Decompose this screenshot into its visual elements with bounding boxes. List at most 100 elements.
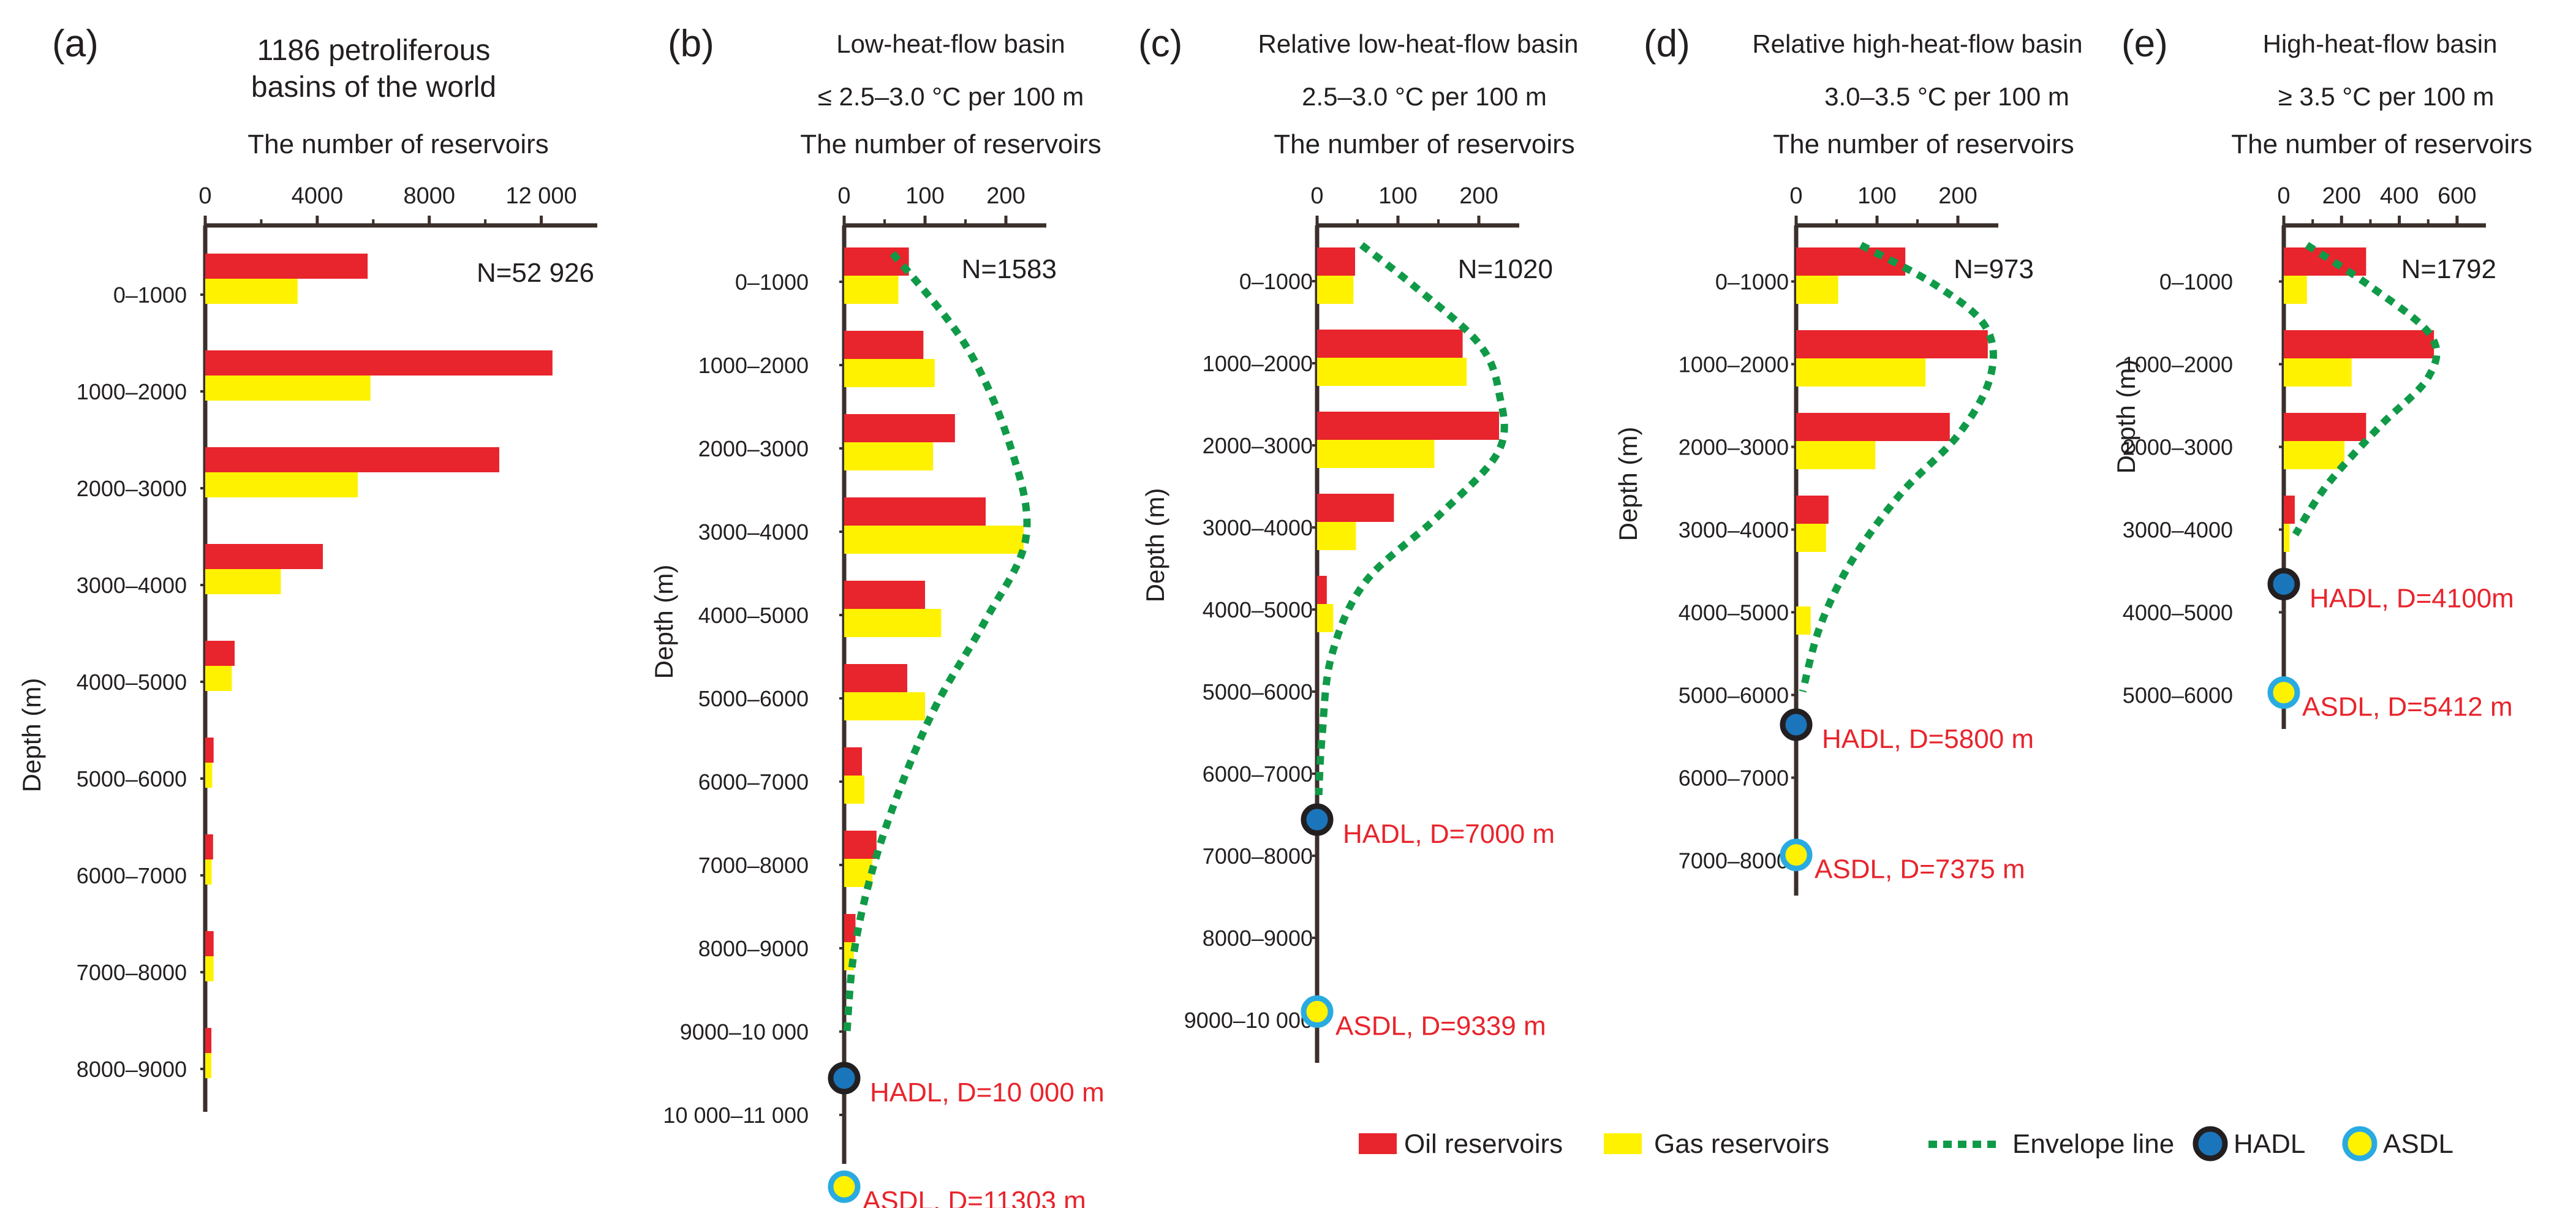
y-tick-label: 6000–7000 [77,863,187,888]
y-tick-label: 1000–2000 [2123,352,2233,377]
asdl-label: ASDL, D=5412 m [2302,692,2513,722]
x-tick-label: 100 [1378,183,1417,209]
oil-bar [844,664,907,692]
y-tick-label: 3000–4000 [698,519,809,545]
x-tick-label: 100 [905,183,944,209]
y-tick-label: 1000–2000 [77,379,187,404]
y-tick-label: 2000–3000 [698,436,809,461]
asdl-label: ASDL, D=7375 m [1815,855,2025,885]
y-tick-label: 7000–8000 [1203,844,1313,869]
gas-bar [205,472,358,497]
panel-letter: (d) [1644,23,1690,65]
gas-bar [844,776,864,804]
y-tick-label: 1000–2000 [1679,352,1789,377]
x-axis-label: The number of reservoirs [2231,129,2533,159]
oil-bar [1317,247,1356,276]
gas-bar [1317,358,1467,386]
oil-bar [205,447,499,472]
gas-bar [2284,358,2352,387]
legend-hadl-label: HADL [2234,1129,2305,1159]
x-tick-label: 12 000 [505,183,576,209]
panel-letter: (b) [668,23,714,65]
y-tick-label: 0–1000 [735,270,809,295]
gas-bar [1317,276,1354,304]
y-tick-label: 2000–3000 [1203,433,1313,458]
y-tick-label: 7000–8000 [698,853,809,878]
y-tick-label: 6000–7000 [1203,761,1313,787]
envelope-line [1799,241,1997,693]
x-tick-label: 0 [1310,183,1323,209]
gas-bar [205,956,214,981]
y-axis-label: Depth (m) [1141,488,1169,603]
y-tick-label: 0–1000 [1239,269,1313,294]
gas-bar [844,609,942,637]
y-tick-label: 0–1000 [1715,270,1789,295]
gas-bar [1796,441,1876,469]
y-tick-label: 7000–8000 [77,960,187,985]
y-tick-label: 1000–2000 [1203,351,1313,376]
oil-bar [205,931,214,956]
hadl-marker [1301,803,1334,836]
x-tick-label: 0 [198,183,211,209]
y-tick-label: 5000–6000 [77,766,187,791]
y-tick-label: 4000–5000 [698,603,809,628]
gas-bar [205,279,298,304]
envelope-line [2292,241,2441,537]
gas-bar [1317,440,1435,468]
hadl-marker [2267,568,2300,600]
oil-bar [1317,576,1327,604]
gas-bar [205,569,281,594]
oil-bar [844,247,909,276]
y-tick-label: 9000–10 000 [1184,1008,1313,1033]
oil-bar [844,581,925,609]
envelope-line [1315,242,1508,796]
oil-bar [1317,412,1499,440]
gas-bar [2284,441,2344,469]
y-tick-label: 8000–9000 [77,1057,187,1082]
n-label: N=52 926 [477,258,594,288]
gas-bar [1796,606,1811,635]
oil-bar [844,914,856,942]
x-tick-label: 0 [837,183,850,209]
gas-bar [844,442,934,470]
gas-bar [1796,276,1838,304]
oil-bar [844,747,863,776]
oil-bar [205,1028,212,1053]
y-tick-label: 9000–10 000 [680,1019,809,1044]
oil-bar [205,641,235,666]
gas-bar [844,692,925,720]
gas-bar [205,376,371,401]
y-tick-label: 3000–4000 [2123,518,2233,543]
n-label: N=973 [1954,254,2034,284]
oil-bar [1796,247,1906,276]
gas-bar [844,276,899,304]
panel-subtitle: 3.0–3.5 °C per 100 m [1824,82,2069,111]
chart-marks: 0 4000 8000 12 0000–10001000–20002000–30003… [77,183,2514,1208]
x-axis-label: The number of reservoirs [800,129,1101,159]
n-label: N=1583 [962,254,1057,284]
x-tick-label: 0 [2277,183,2290,209]
panel-a-title-line2: basins of the world [251,71,496,104]
x-tick-label: 200 [2322,183,2361,209]
hadl-label: HADL, D=4100m [2310,584,2514,614]
gas-bar [1317,604,1334,632]
gas-bar [205,666,232,691]
panel-a-title-line1: 1186 petroliferous [257,34,491,67]
oil-bar [1796,496,1829,524]
oil-bar [844,831,877,859]
y-axis-label: Depth (m) [17,678,46,793]
legend-oil-label: Oil reservoirs [1404,1129,1563,1159]
panel-title: Relative high-heat-flow basin [1752,29,2082,58]
oil-bar [2284,330,2434,358]
y-tick-label: 3000–4000 [1203,515,1313,540]
legend-asdl-marker [2342,1126,2378,1161]
x-tick-label: 200 [1459,183,1498,209]
legend-hadl-marker [2193,1126,2228,1161]
x-tick-label: 0 [1789,183,1802,209]
y-tick-label: 5000–6000 [2123,683,2233,708]
gas-bar [1796,524,1826,552]
panel-title: Low-heat-flow basin [836,29,1065,58]
gas-bar [205,859,212,885]
oil-bar [1317,330,1463,358]
y-axis-label: Depth (m) [649,565,678,679]
